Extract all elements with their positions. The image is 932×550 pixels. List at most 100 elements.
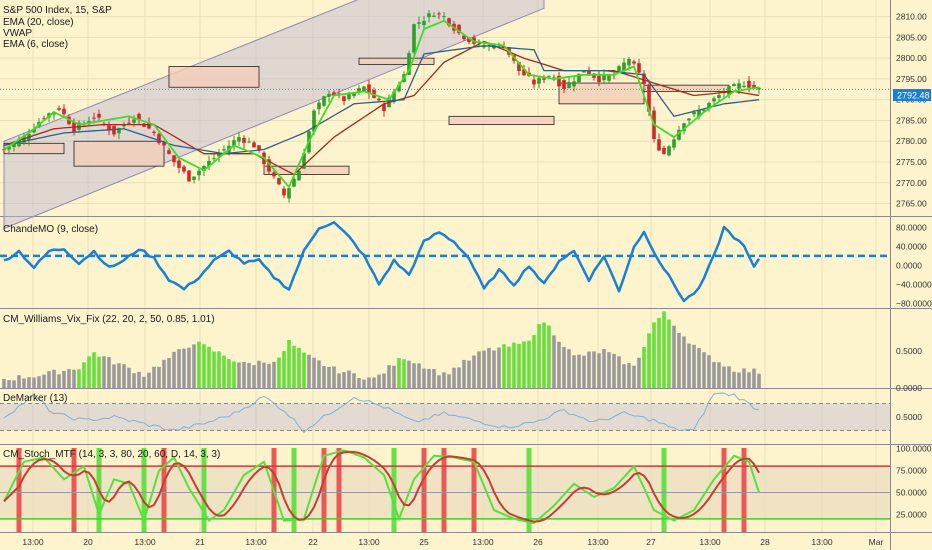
vix-bar xyxy=(137,371,141,388)
vix-bar xyxy=(202,344,206,388)
candle-body xyxy=(482,45,486,48)
vix-bar xyxy=(52,369,56,388)
candle-body xyxy=(747,80,751,88)
vix-bar xyxy=(502,344,506,388)
price-zone-box xyxy=(168,66,260,88)
price-axis-label: 2780.00 xyxy=(896,136,927,146)
candle-body xyxy=(242,137,246,143)
candle-body xyxy=(637,63,641,73)
vix-bar xyxy=(372,377,376,388)
vix-bar xyxy=(432,369,436,388)
stoch-oversold-bar xyxy=(141,448,147,532)
vix-bar xyxy=(42,374,46,388)
stoch-oversold-bar xyxy=(201,448,207,532)
vix-bar xyxy=(107,356,111,388)
price-pane[interactable] xyxy=(0,0,890,230)
candle-body xyxy=(152,131,156,133)
candle-body xyxy=(757,87,761,90)
vix-bar xyxy=(727,366,731,388)
stoch-fast-line xyxy=(3,449,760,525)
vix-bar xyxy=(582,355,586,388)
vix-bar xyxy=(2,378,6,388)
price-axis-label: 2785.00 xyxy=(896,116,927,126)
vix-bar xyxy=(612,353,616,388)
vix-bar xyxy=(532,335,536,388)
time-axis-label: 22 xyxy=(308,537,318,547)
vix-bar xyxy=(662,311,666,388)
candle-body xyxy=(267,159,271,172)
vix-bar xyxy=(722,366,726,388)
vix-bar xyxy=(102,356,106,388)
vix-bar xyxy=(397,358,401,388)
last-price-background xyxy=(893,89,931,101)
price-axis-label: 2770.00 xyxy=(896,178,927,188)
candle-body xyxy=(212,158,216,160)
candle-body xyxy=(397,84,401,92)
vix-bar xyxy=(562,346,566,388)
vix-bar xyxy=(367,377,371,388)
vix-pane[interactable] xyxy=(2,311,761,388)
candle-body xyxy=(272,172,276,177)
price-zone-box xyxy=(448,115,555,126)
candle-body xyxy=(167,150,171,154)
candle-body xyxy=(707,102,711,107)
demarker-line xyxy=(3,392,760,434)
vix-bar xyxy=(247,362,251,388)
candle-body xyxy=(97,113,101,118)
candle-body xyxy=(667,146,671,156)
time-axis-label: 13:00 xyxy=(587,537,609,547)
stoch-overbought-bar xyxy=(441,448,447,532)
candle-body xyxy=(432,15,436,17)
ema6-legend: EMA (6, close) xyxy=(3,39,68,50)
price-zone-box xyxy=(358,57,435,65)
vix-bar xyxy=(72,369,76,388)
vix-bar xyxy=(177,349,181,388)
chande-pane[interactable] xyxy=(0,221,890,303)
candle-body xyxy=(447,18,451,26)
candle-body xyxy=(677,129,681,140)
candle-body xyxy=(42,118,46,120)
demarker-pane[interactable] xyxy=(0,392,890,434)
candle-body xyxy=(407,53,411,75)
candle-body xyxy=(462,35,466,40)
price-zone-box xyxy=(558,82,645,105)
candle-body xyxy=(517,61,521,71)
vix-bar xyxy=(462,359,466,388)
chande-axis-label: 0.0000 xyxy=(896,260,922,270)
candle-body xyxy=(572,81,576,87)
candle-body xyxy=(57,108,61,110)
vix-bar xyxy=(82,362,86,388)
candle-body xyxy=(172,155,176,163)
chande-axis-label: 80.0000 xyxy=(896,223,927,233)
stoch-overbought-bar xyxy=(421,448,427,532)
vix-bar xyxy=(67,369,71,388)
candle-body xyxy=(542,78,546,80)
candle-body xyxy=(752,84,756,88)
vix-bar xyxy=(62,370,66,388)
vix-bar xyxy=(667,319,671,388)
time-axis-label: 20 xyxy=(83,537,93,547)
vix-bar xyxy=(147,372,151,388)
vix-bar xyxy=(142,376,146,388)
stoch-overbought-bar xyxy=(71,448,77,532)
time-axis-label: 13:00 xyxy=(134,537,156,547)
candle-body xyxy=(2,149,6,151)
stoch-oversold-bar xyxy=(391,448,397,532)
time-axis-label: Mar xyxy=(869,537,884,547)
vix-bar xyxy=(242,361,246,388)
vix-bar xyxy=(702,352,706,388)
vix-bar xyxy=(392,365,396,388)
candle-body xyxy=(567,82,571,88)
vix-bar xyxy=(482,350,486,388)
time-axis-label: 28 xyxy=(760,537,770,547)
stoch-axis-label: 75.0000 xyxy=(896,466,927,476)
candle-body xyxy=(602,74,606,81)
stoch-pane[interactable] xyxy=(0,448,890,532)
candle-body xyxy=(392,91,396,102)
vix-bar xyxy=(682,336,686,388)
price-axis-label: 2795.00 xyxy=(896,74,927,84)
candle-body xyxy=(197,170,201,176)
vix-bar xyxy=(457,367,461,388)
